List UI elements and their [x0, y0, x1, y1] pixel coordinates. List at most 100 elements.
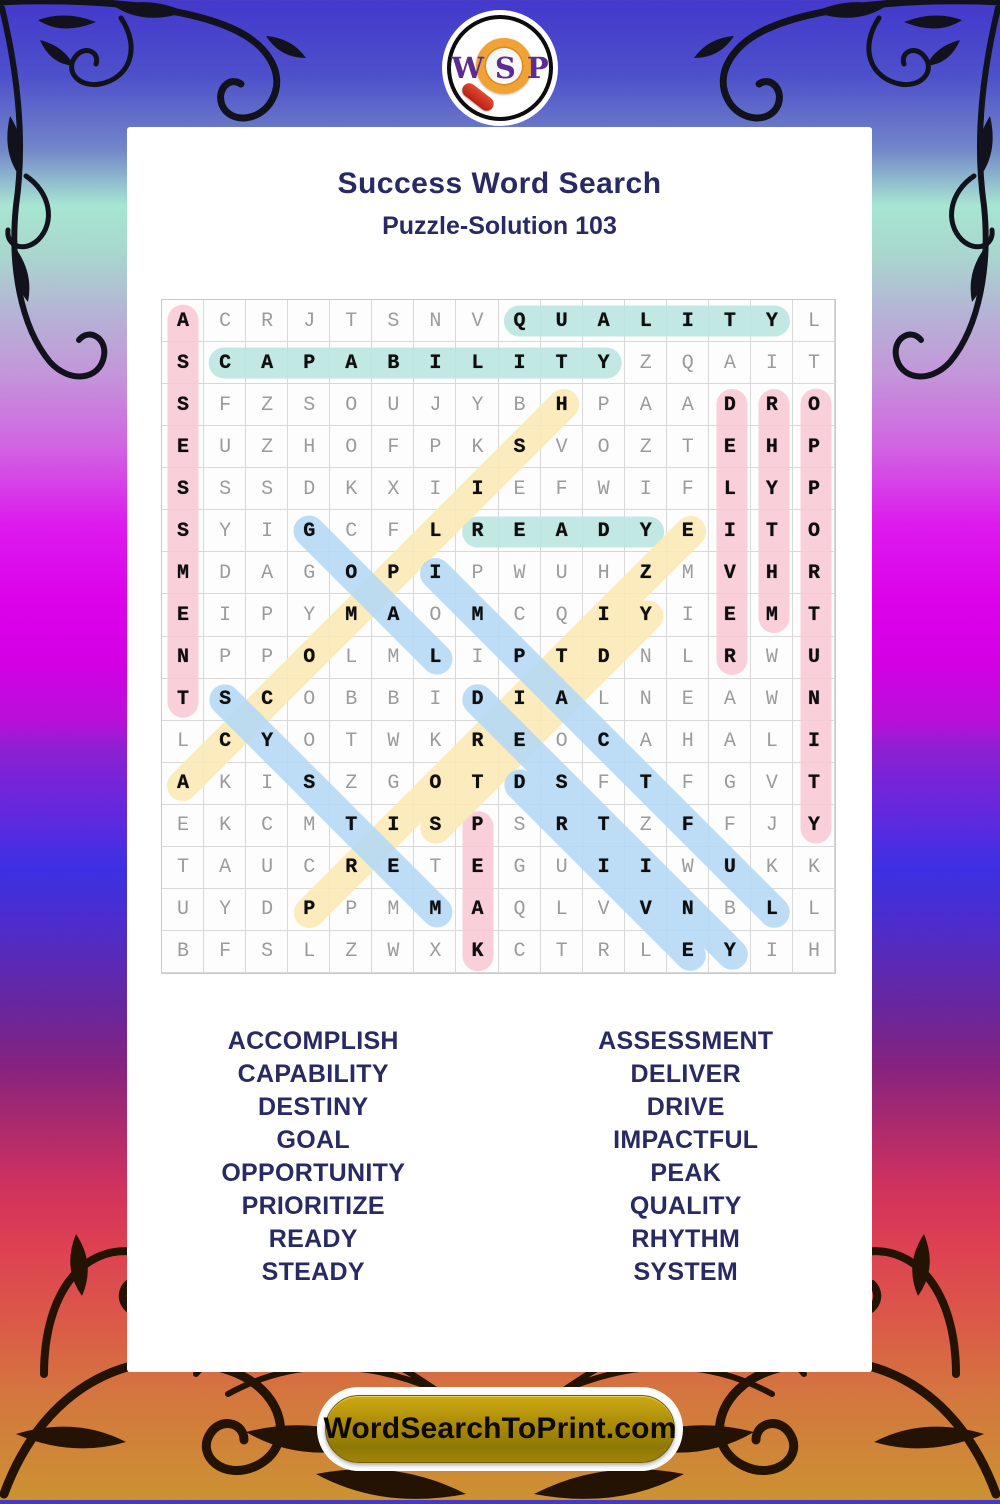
grid-cell [162, 888, 205, 931]
grid-letter: D [471, 688, 484, 712]
grid-letter: I [513, 351, 526, 375]
grid-letter: T [555, 646, 568, 670]
word-list-item: GOAL [276, 1126, 350, 1154]
grid-letter: N [681, 898, 694, 922]
grid-letter: G [303, 561, 316, 585]
grid-letter: P [807, 477, 820, 501]
grid-letter: R [471, 519, 484, 543]
grid-letter: G [303, 519, 316, 543]
grid-letter: A [471, 898, 484, 922]
grid-cell [582, 426, 625, 469]
site-link-label: WordSearchToPrint.com [323, 1412, 677, 1445]
logo-letter-p: P [526, 51, 549, 85]
grid-cell [666, 342, 709, 385]
grid-cell [456, 300, 499, 343]
grid-letter: O [555, 730, 568, 754]
grid-letter: W [387, 940, 400, 964]
grid-cell [624, 636, 667, 679]
grid-letter: L [807, 898, 820, 922]
grid-letter: L [807, 309, 820, 333]
grid-letter: P [387, 561, 400, 585]
grid-cell [666, 552, 709, 595]
grid-letter: F [597, 772, 610, 796]
grid-cell [414, 426, 457, 469]
grid-letter: P [303, 351, 316, 375]
grid-letter: T [555, 351, 568, 375]
grid-cell [666, 720, 709, 763]
grid-letter: P [471, 561, 484, 585]
grid-letter: K [765, 856, 778, 880]
grid-letter: U [807, 646, 820, 670]
grid-letter: S [429, 814, 442, 838]
grid-letter: A [177, 309, 190, 333]
grid-cell [624, 468, 667, 511]
grid-cell [330, 468, 373, 511]
grid-letter: C [345, 519, 358, 543]
grid-letter: E [387, 856, 400, 880]
grid-letter: A [261, 351, 274, 375]
grid-letter: S [177, 519, 190, 543]
grid-letter: L [639, 940, 652, 964]
grid-letter: Z [261, 435, 274, 459]
grid-letter: W [597, 477, 610, 501]
grid-cell [624, 678, 667, 721]
site-link-button[interactable]: WordSearchToPrint.com [323, 1395, 677, 1463]
grid-letter: T [429, 856, 442, 880]
grid-letter: I [681, 603, 694, 627]
grid-letter: Y [765, 309, 778, 333]
grid-cell [204, 468, 247, 511]
grid-letter: R [555, 814, 568, 838]
grid-letter: I [429, 688, 442, 712]
grid-letter: E [471, 856, 484, 880]
grid-cell [498, 888, 541, 931]
grid-cell [246, 300, 289, 343]
grid-letter: L [471, 351, 484, 375]
grid-letter: E [177, 603, 190, 627]
grid-letter: U [555, 561, 568, 585]
grid-letter: W [513, 561, 526, 585]
grid-cell [372, 300, 415, 343]
grid-cell [162, 678, 205, 721]
grid-cell [498, 846, 541, 889]
grid-letter: I [723, 519, 736, 543]
grid-cell [288, 468, 331, 511]
grid-letter: O [345, 561, 358, 585]
grid-letter: E [681, 688, 694, 712]
grid-letter: S [513, 814, 526, 838]
grid-letter: I [639, 477, 652, 501]
grid-letter: I [429, 477, 442, 501]
grid-letter: U [387, 393, 400, 417]
grid-cell [750, 678, 793, 721]
grid-cell [204, 762, 247, 805]
grid-cell [792, 888, 835, 931]
grid-cell [204, 804, 247, 847]
grid-letter: Z [345, 940, 358, 964]
grid-cell [666, 384, 709, 427]
grid-letter: V [723, 561, 736, 585]
grid-cell [162, 846, 205, 889]
site-button-halo: WordSearchToPrint.com [317, 1387, 683, 1471]
grid-letter: B [345, 688, 358, 712]
grid-cell [750, 930, 793, 973]
grid-cell [330, 930, 373, 973]
grid-letter: M [345, 603, 358, 627]
grid-letter: C [597, 730, 610, 754]
grid-letter: E [177, 814, 190, 838]
grid-cell [372, 678, 415, 721]
puzzle-card: Success Word Search Puzzle-Solution 103 … [127, 127, 872, 1372]
grid-letter: S [177, 393, 190, 417]
grid-letter: J [765, 814, 778, 838]
grid-letter: I [471, 646, 484, 670]
grid-letter: C [513, 603, 526, 627]
grid-cell [372, 720, 415, 763]
grid-letter: F [219, 940, 232, 964]
grid-letter: M [387, 898, 400, 922]
grid-cell [456, 384, 499, 427]
grid-letter: V [555, 435, 568, 459]
grid-letter: N [639, 688, 652, 712]
grid-letter: R [345, 856, 358, 880]
grid-letter: S [387, 309, 400, 333]
grid-cell [372, 468, 415, 511]
grid-letter: T [177, 688, 190, 712]
grid-letter: J [303, 309, 316, 333]
